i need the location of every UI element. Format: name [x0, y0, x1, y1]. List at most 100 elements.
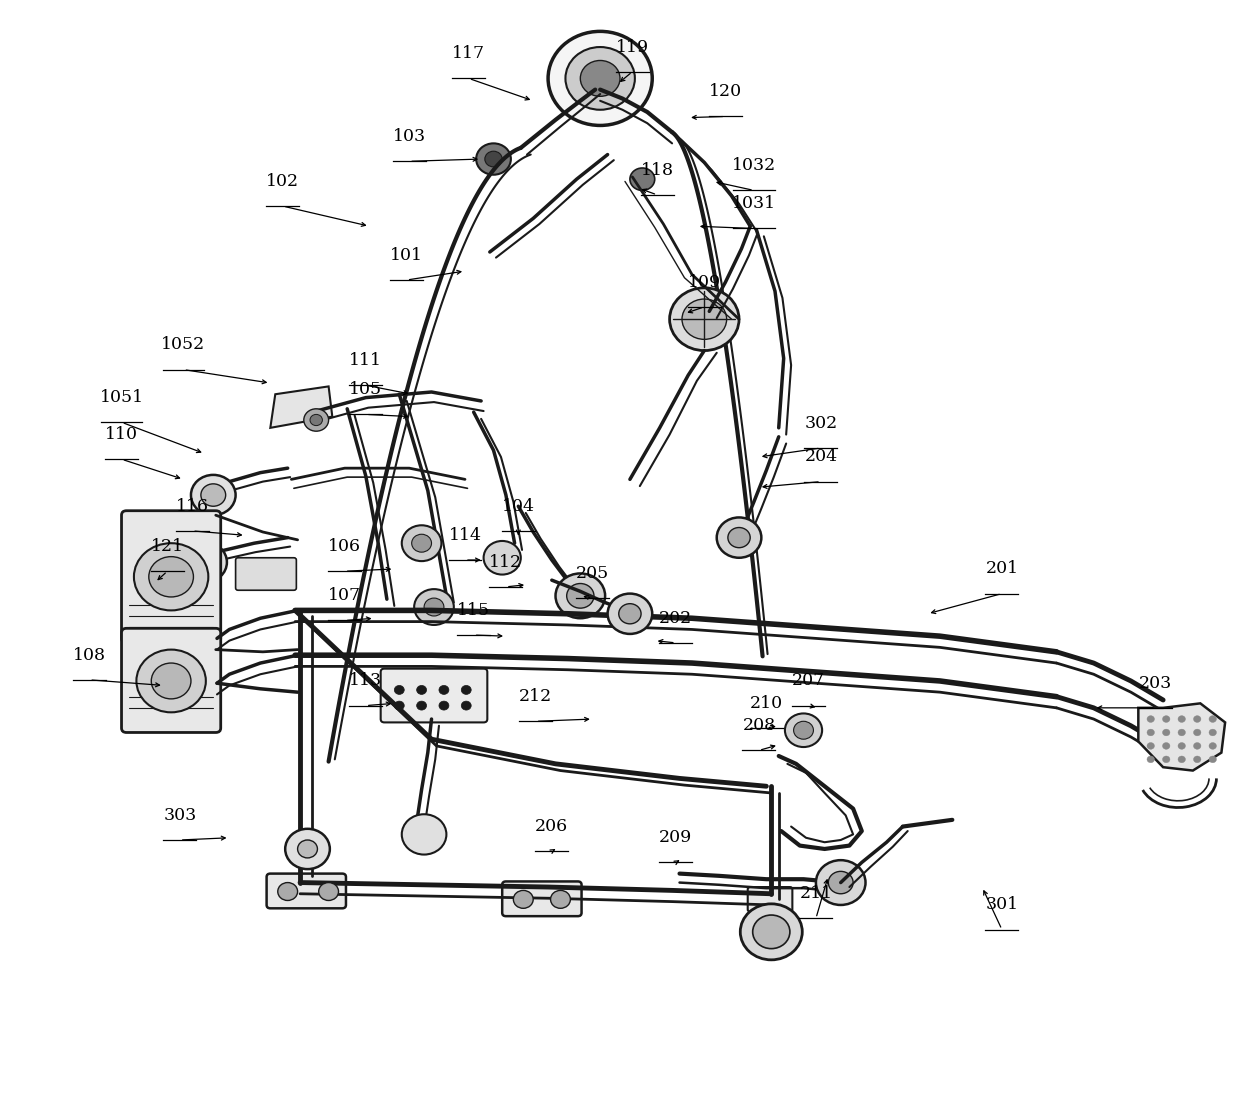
Text: 102: 102 [267, 172, 299, 190]
Text: 117: 117 [453, 45, 485, 63]
Text: 201: 201 [986, 560, 1018, 578]
Text: 106: 106 [329, 538, 361, 556]
Circle shape [548, 31, 652, 125]
Text: 112: 112 [490, 553, 522, 571]
Text: 211: 211 [800, 885, 832, 903]
Text: 108: 108 [73, 646, 105, 664]
Text: 104: 104 [502, 497, 534, 515]
FancyBboxPatch shape [748, 887, 792, 912]
Circle shape [402, 814, 446, 855]
Text: 101: 101 [391, 246, 423, 264]
Circle shape [151, 663, 191, 699]
Circle shape [412, 534, 432, 552]
Text: 109: 109 [688, 273, 720, 291]
Text: 119: 119 [616, 38, 649, 56]
Circle shape [740, 904, 802, 960]
Circle shape [785, 713, 822, 747]
Circle shape [476, 143, 511, 175]
Circle shape [484, 541, 521, 575]
Circle shape [816, 860, 866, 905]
Circle shape [1147, 743, 1154, 749]
FancyBboxPatch shape [381, 669, 487, 722]
Text: 107: 107 [329, 587, 361, 605]
Text: 203: 203 [1140, 674, 1172, 692]
Circle shape [394, 685, 404, 694]
Circle shape [439, 685, 449, 694]
Circle shape [1147, 756, 1154, 763]
Circle shape [551, 890, 570, 908]
Text: 202: 202 [660, 609, 692, 627]
FancyBboxPatch shape [502, 881, 582, 916]
Circle shape [794, 721, 813, 739]
Circle shape [717, 517, 761, 558]
Circle shape [285, 829, 330, 869]
Circle shape [1163, 716, 1171, 722]
Circle shape [319, 883, 339, 900]
Circle shape [1163, 743, 1171, 749]
FancyBboxPatch shape [236, 558, 296, 590]
Circle shape [580, 60, 620, 96]
Text: 120: 120 [709, 83, 742, 101]
Circle shape [630, 168, 655, 190]
Circle shape [278, 883, 298, 900]
Text: 207: 207 [792, 672, 825, 690]
Text: 210: 210 [750, 694, 782, 712]
Circle shape [191, 475, 236, 515]
FancyBboxPatch shape [122, 511, 221, 643]
Text: 205: 205 [577, 564, 609, 582]
Text: 116: 116 [176, 497, 208, 515]
Circle shape [1147, 716, 1154, 722]
Circle shape [298, 840, 317, 858]
Text: 118: 118 [641, 161, 673, 179]
Text: 111: 111 [350, 352, 382, 370]
Circle shape [1178, 729, 1185, 736]
Circle shape [728, 528, 750, 548]
Text: 113: 113 [350, 672, 382, 690]
Text: 206: 206 [536, 818, 568, 836]
Circle shape [439, 701, 449, 710]
Text: 208: 208 [743, 717, 775, 735]
Text: 103: 103 [393, 128, 425, 146]
Text: 303: 303 [164, 806, 196, 824]
Circle shape [461, 685, 471, 694]
Circle shape [1209, 729, 1216, 736]
Circle shape [310, 414, 322, 426]
Circle shape [134, 543, 208, 610]
Circle shape [567, 584, 594, 608]
Circle shape [1193, 716, 1200, 722]
Text: 302: 302 [805, 414, 837, 432]
Circle shape [1178, 716, 1185, 722]
Circle shape [619, 604, 641, 624]
Circle shape [304, 409, 329, 431]
Text: 209: 209 [660, 829, 692, 847]
Circle shape [402, 525, 441, 561]
Circle shape [1147, 729, 1154, 736]
Circle shape [513, 890, 533, 908]
Circle shape [1193, 743, 1200, 749]
Text: 1031: 1031 [732, 195, 776, 213]
Circle shape [1163, 756, 1171, 763]
Circle shape [1193, 756, 1200, 763]
Text: 1051: 1051 [99, 389, 144, 407]
Text: 114: 114 [449, 526, 481, 544]
Polygon shape [1138, 703, 1225, 771]
FancyBboxPatch shape [267, 874, 346, 908]
Text: 121: 121 [151, 538, 184, 556]
Text: 204: 204 [805, 448, 837, 466]
Circle shape [1178, 743, 1185, 749]
Circle shape [414, 589, 454, 625]
Text: 115: 115 [458, 601, 490, 619]
Circle shape [608, 594, 652, 634]
Circle shape [136, 650, 206, 712]
Polygon shape [270, 386, 332, 428]
Text: 1052: 1052 [161, 336, 206, 354]
Circle shape [753, 915, 790, 949]
Text: 212: 212 [520, 688, 552, 706]
Circle shape [1163, 729, 1171, 736]
Circle shape [417, 685, 427, 694]
FancyBboxPatch shape [122, 628, 221, 732]
Circle shape [424, 598, 444, 616]
Circle shape [1209, 756, 1216, 763]
Circle shape [556, 573, 605, 618]
Text: 301: 301 [986, 896, 1018, 914]
